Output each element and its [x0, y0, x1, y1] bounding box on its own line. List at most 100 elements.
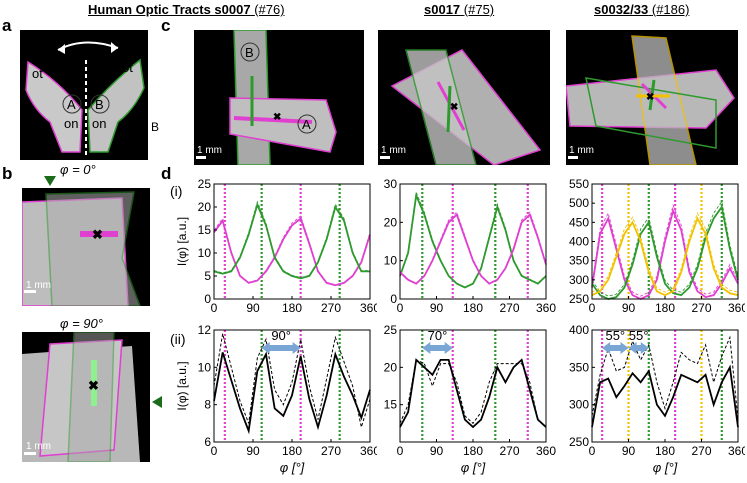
panel-c-scale-left: 1 mm	[197, 145, 222, 156]
x-tick-label: 180	[282, 301, 302, 315]
x-tick-label: 180	[655, 444, 675, 458]
series-green	[591, 204, 739, 300]
panel-a-circle-a: A	[67, 97, 76, 112]
panel-c-scale-mid: 1 mm	[381, 145, 406, 156]
y-axis-label: I(φ) [a.u.]	[177, 361, 189, 410]
header-mid: s0017 (#75)	[424, 2, 494, 17]
y-tick-label: 25	[384, 323, 398, 337]
y-tick-label: 10	[198, 360, 212, 374]
header-mid-title: s0017	[424, 2, 461, 17]
cross-marker-icon: ✖	[92, 227, 103, 242]
panel-c-circle-b: B	[245, 45, 254, 60]
x-tick-label: 180	[463, 444, 483, 458]
y-tick-label: 5	[204, 269, 211, 283]
y-tick-label: 300	[569, 398, 589, 412]
x-tick-label: 90	[430, 444, 444, 458]
panel-b-top-title: φ = 0°	[60, 162, 96, 177]
y-tick-label: 350	[569, 360, 589, 374]
x-tick-label: 0	[211, 301, 218, 315]
cross-marker-icon: ✖	[273, 112, 281, 123]
series-green-raw	[591, 200, 739, 297]
y-tick-label: 350	[569, 254, 589, 268]
x-tick-label: 360	[360, 444, 377, 458]
chart-d-ii-mid: 0 90 180 270 360 15 20 25 φ [°] 70°	[384, 323, 557, 475]
chart-d-ii-left: 0 90 180 270 360 6 8 10 12 I(φ) [a.u.] φ [°] 90°	[177, 323, 377, 475]
series-magenta	[213, 217, 371, 287]
x-tick-label: 270	[499, 301, 519, 315]
y-tick-label: 450	[569, 215, 589, 229]
panel-c-image-left: B A ✖ 1 mm	[194, 30, 364, 165]
angle-annotation: 55°	[629, 328, 649, 343]
angle-annotation: 90°	[271, 328, 291, 343]
series-green-raw	[213, 200, 370, 279]
arrow-head-left	[422, 342, 431, 354]
arrow-head-left	[261, 342, 270, 354]
x-tick-label: 360	[728, 301, 745, 315]
panel-label-d: d	[161, 164, 172, 183]
y-tick-label: 8	[204, 398, 211, 412]
series-sample	[591, 335, 739, 420]
y-tick-label: 20	[384, 360, 398, 374]
panel-a-image: A B ot ot on on	[20, 30, 148, 160]
arrow-head-right	[620, 342, 629, 354]
series-mean	[399, 358, 547, 429]
x-tick-label: 0	[589, 444, 596, 458]
x-tick-label: 180	[655, 301, 675, 315]
panel-label-c: c	[161, 16, 171, 35]
x-tick-label: 180	[282, 444, 302, 458]
chart-d-i-left: 0 90 180 270 360 0 5 10 15 20 25 I(φ) [a.u.]	[177, 177, 377, 315]
cross-marker-icon: ✖	[450, 102, 458, 113]
series-mean	[213, 351, 371, 435]
arrow-head-right	[292, 342, 301, 354]
panel-a-right-ot: ot	[122, 60, 133, 75]
row-label-ii: (ii)	[170, 331, 186, 347]
chart-d-ii-right: 0 90 180 270 360 250 300 350 400 φ [°] 55° 55°	[569, 323, 745, 475]
y-tick-label: 300	[569, 273, 589, 287]
y-tick-label: 10	[384, 254, 398, 268]
chart-d-i-right: 0 90 180 270 360 250 300 350 400 450 500 550	[569, 177, 745, 315]
series-magenta-raw	[591, 203, 739, 297]
panel-label-a: a	[2, 16, 12, 35]
y-tick-label: 550	[569, 177, 589, 191]
y-tick-label: 10	[198, 246, 212, 260]
y-tick-label: 6	[204, 435, 211, 449]
series-magenta-raw	[399, 211, 547, 284]
cross-marker-icon: ✖	[88, 378, 99, 393]
y-tick-label: 250	[569, 292, 589, 306]
panel-b-bottom-title: φ = 90°	[60, 316, 103, 331]
y-tick-label: 15	[384, 398, 398, 412]
header-left-suffix: (#76)	[254, 2, 285, 17]
series-green	[213, 202, 370, 280]
series-green-raw	[399, 190, 547, 288]
series-magenta	[591, 208, 739, 300]
x-tick-label: 360	[536, 444, 556, 458]
panel-label-b: b	[2, 164, 13, 183]
panel-c-image-right: ✖ 1 mm	[566, 30, 738, 165]
x-tick-label: 0	[397, 444, 404, 458]
triangle-marker-side-icon	[152, 396, 162, 408]
arrow-head-right	[444, 342, 453, 354]
panel-c-image-mid: ✖ 1 mm	[378, 30, 550, 165]
x-tick-label: 0	[211, 444, 218, 458]
series-green	[399, 192, 547, 289]
chart-d-i-mid: 0 90 180 270 360 0 10 20 30	[384, 177, 557, 315]
row-label-i: (i)	[170, 183, 183, 199]
x-tick-label: 270	[499, 444, 519, 458]
x-tick-label: 90	[622, 301, 636, 315]
series-magenta	[399, 213, 547, 285]
header-left-title: Human Optic Tracts s0007	[88, 2, 251, 17]
series-yellow	[591, 216, 739, 297]
y-tick-label: 400	[569, 323, 589, 337]
x-tick-label: 90	[246, 444, 260, 458]
panel-a-left-on: on	[64, 116, 78, 131]
triangle-marker-top-icon	[44, 176, 56, 186]
header-left: Human Optic Tracts s0007 (#76)	[88, 2, 285, 17]
header-right: s0032/33 (#186)	[594, 2, 689, 17]
x-axis-label: φ [°]	[461, 460, 486, 475]
angle-annotation: 55°	[605, 328, 625, 343]
series-sample	[213, 333, 371, 430]
panel-c-circle-a: A	[302, 117, 311, 132]
panel-c-scale-right: 1 mm	[569, 145, 594, 156]
y-tick-label: 0	[390, 292, 397, 306]
x-tick-label: 0	[397, 301, 404, 315]
